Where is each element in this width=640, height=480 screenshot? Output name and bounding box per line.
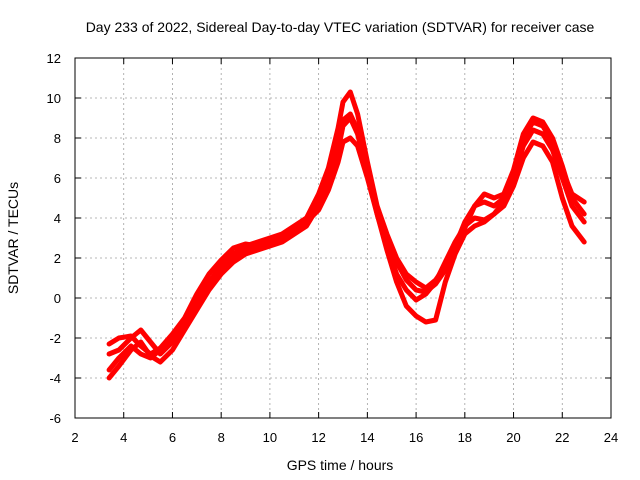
y-tick-label: -4 — [49, 371, 61, 386]
series-line-track-3 — [106, 111, 587, 357]
x-tick-label: 16 — [409, 430, 423, 445]
y-axis-label: SDTVAR / TECUs — [5, 182, 21, 294]
x-tick-label: 8 — [218, 430, 225, 445]
y-tick-label: -6 — [49, 411, 61, 426]
series-line-track-4 — [106, 135, 587, 373]
data-series — [106, 89, 587, 381]
y-tick-label: 0 — [54, 291, 61, 306]
y-tick-label: 8 — [54, 131, 61, 146]
x-tick-label: 20 — [506, 430, 520, 445]
x-tick-label: 6 — [169, 430, 176, 445]
y-tick-label: 2 — [54, 251, 61, 266]
x-tick-label: 14 — [360, 430, 374, 445]
x-tick-label: 22 — [555, 430, 569, 445]
y-tick-label: 6 — [54, 171, 61, 186]
x-tick-label: 2 — [71, 430, 78, 445]
x-tick-label: 12 — [311, 430, 325, 445]
x-axis-label: GPS time / hours — [287, 457, 394, 473]
series-line-track-2 — [106, 115, 587, 381]
x-tick-label: 4 — [120, 430, 127, 445]
y-tick-label: 10 — [47, 91, 61, 106]
x-tick-label: 24 — [604, 430, 618, 445]
y-tick-label: 4 — [54, 211, 61, 226]
x-tick-label: 10 — [263, 430, 277, 445]
y-tick-label: -2 — [49, 331, 61, 346]
x-tick-label: 18 — [458, 430, 472, 445]
y-tick-label: 12 — [47, 51, 61, 66]
chart-title: Day 233 of 2022, Sidereal Day-to-day VTE… — [86, 19, 595, 35]
plot-frame — [74, 57, 612, 419]
series-line-track-1 — [106, 89, 587, 357]
